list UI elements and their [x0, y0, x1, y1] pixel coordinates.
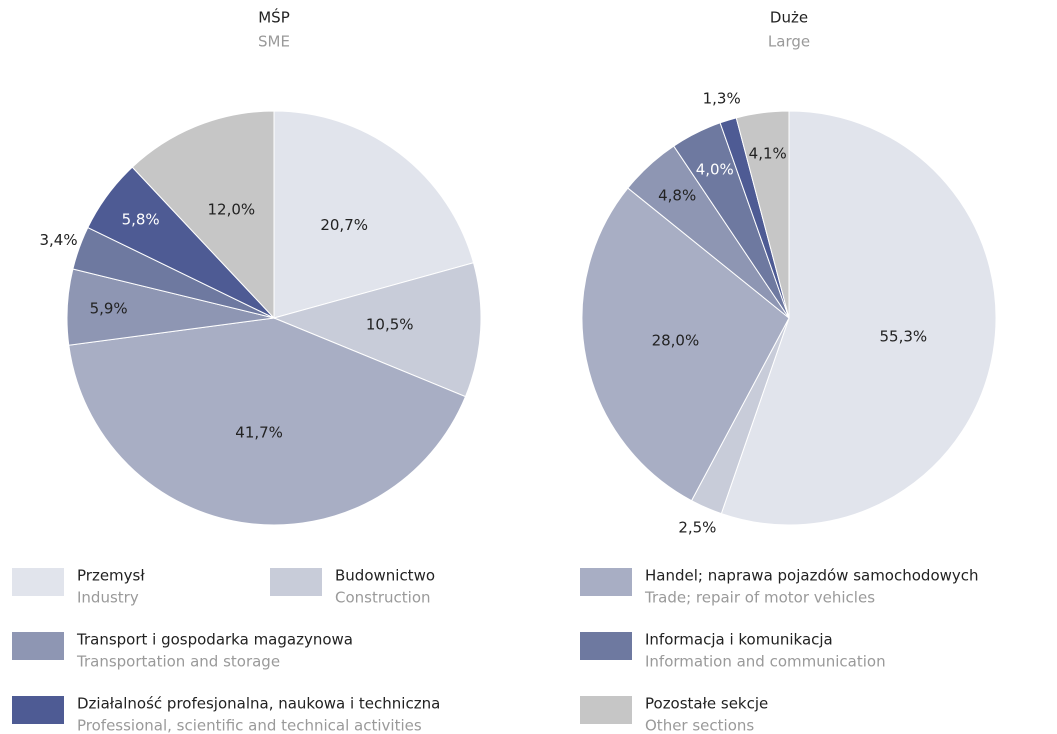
legend-label: Pozostałe sekcje	[645, 695, 768, 713]
slice-label: 10,5%	[366, 315, 414, 333]
legend-label: Transport i gospodarka magazynowa	[76, 631, 353, 649]
slice-label: 12,0%	[207, 201, 255, 219]
slice-label: 3,4%	[39, 231, 77, 249]
slice-label: 1,3%	[703, 90, 741, 108]
legend-sublabel: Construction	[335, 589, 431, 607]
legend-swatch	[12, 568, 64, 596]
legend-swatch	[580, 568, 632, 596]
legend-label: Działalność profesjonalna, naukowa i tec…	[77, 695, 440, 713]
legend-sublabel: Transportation and storage	[76, 653, 280, 671]
pie-slice	[735, 110, 790, 319]
pie-slice	[131, 110, 275, 320]
slice-label: 28,0%	[652, 332, 700, 350]
slice-label: 5,9%	[90, 300, 128, 318]
legend-label: Budownictwo	[335, 567, 435, 585]
pie-slice	[68, 317, 467, 526]
slice-label: 2,5%	[678, 518, 716, 536]
legend-sublabel: Industry	[77, 589, 139, 607]
pie-slice	[272, 262, 482, 398]
slice-label: 20,7%	[320, 216, 368, 234]
legend-swatch	[12, 696, 64, 724]
slice-label: 41,7%	[235, 423, 283, 441]
pie-slice	[581, 187, 790, 502]
slice-label: 4,8%	[658, 186, 696, 204]
legend-sublabel: Other sections	[645, 717, 754, 734]
legend-sublabel: Trade; repair of motor vehicles	[644, 589, 875, 607]
pie-subtitle: Large	[768, 33, 810, 51]
legend-sublabel: Professional, scientific and technical a…	[77, 717, 422, 734]
legend-label: Przemysł	[77, 567, 145, 585]
slice-label: 5,8%	[122, 210, 160, 228]
legend-swatch	[12, 632, 64, 660]
pie-title: MŚP	[258, 8, 290, 27]
legend-swatch	[270, 568, 322, 596]
pie-title: Duże	[770, 9, 808, 27]
pie-slice	[273, 110, 475, 319]
slice-label: 4,0%	[696, 160, 734, 178]
legend-swatch	[580, 632, 632, 660]
pie-slice	[720, 110, 997, 526]
legend-label: Handel; naprawa pojazdów samochodowych	[645, 567, 979, 585]
legend-sublabel: Information and communication	[645, 653, 886, 671]
legend-swatch	[580, 696, 632, 724]
slice-label: 55,3%	[879, 328, 927, 346]
pie-subtitle: SME	[258, 33, 290, 51]
slice-label: 4,1%	[749, 144, 787, 162]
legend-label: Informacja i komunikacja	[645, 631, 833, 649]
